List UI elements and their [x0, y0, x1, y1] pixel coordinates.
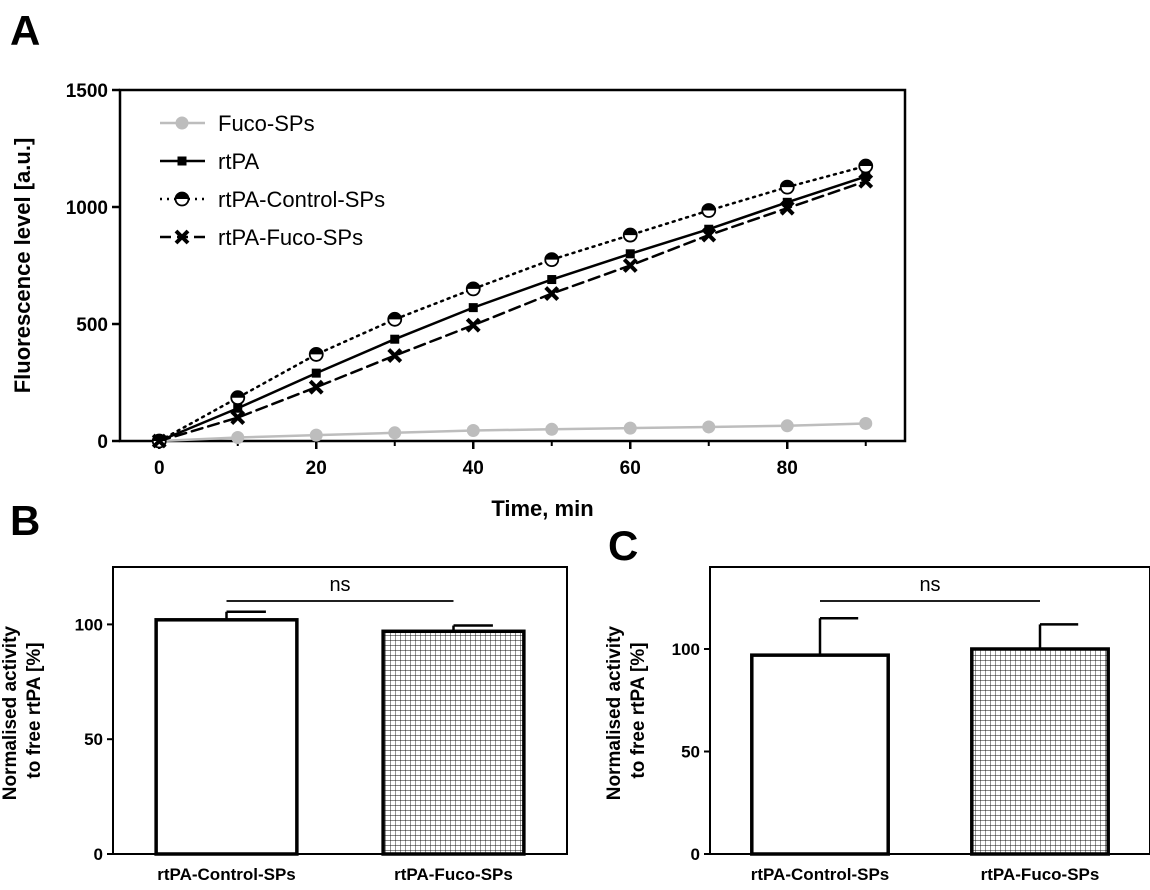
- chart-a-data-point: [230, 390, 246, 406]
- chart-a-legend-label: rtPA-Fuco-SPs: [218, 225, 363, 250]
- chart-a-legend-label: rtPA-Control-SPs: [218, 187, 385, 212]
- chart-a-data-point: [547, 275, 557, 285]
- panel-label-b: B: [10, 497, 40, 544]
- chart-a-data-point: [466, 423, 480, 437]
- chart-a-data-point: [544, 286, 560, 301]
- chart-a-y-tick-label: 1000: [66, 198, 108, 219]
- chart-a-data-point: [387, 348, 403, 364]
- chart-c-y-axis-title-line-2: to free rtPA [%]: [628, 642, 649, 778]
- chart-a-series-0: [152, 416, 873, 448]
- chart-c-bar: [750, 653, 890, 856]
- chart-c-y-tick-label: 50: [681, 743, 700, 762]
- chart-a-data-point: [387, 311, 403, 327]
- chart-a-data-point: [702, 420, 716, 434]
- chart-c-y-tick-label: 0: [691, 845, 700, 864]
- chart-b-y-tick-label: 0: [94, 845, 103, 864]
- chart-a-x-tick-label: 80: [777, 458, 798, 479]
- chart-a-series-line: [158, 164, 867, 443]
- chart-a-data-point: [388, 426, 402, 440]
- chart-a-data-point: [625, 249, 635, 259]
- chart-a-data-point: [311, 368, 321, 378]
- chart-a-y-tick-label: 0: [97, 432, 108, 453]
- chart-a-data-point: [704, 224, 714, 234]
- chart-b-bar: [381, 629, 526, 856]
- chart-a-legend-label: rtPA: [218, 149, 259, 174]
- chart-a-x-tick-label: 40: [463, 458, 484, 479]
- chart-a-data-point: [465, 281, 481, 297]
- chart-a-data-point: [782, 197, 792, 207]
- chart-a-data-point: [779, 179, 795, 195]
- chart-a-y-axis-title: Fluorescence level [a.u.]: [10, 138, 35, 394]
- chart-b-y-tick-label: 50: [84, 730, 103, 749]
- chart-a-legend-marker: [175, 116, 189, 130]
- chart-b-category-label: rtPA-Fuco-SPs: [394, 865, 513, 884]
- chart-a-data-point: [151, 433, 167, 449]
- chart-a-data-point: [623, 421, 637, 435]
- chart-b-y-axis-title-line-1: Normalised activity: [0, 626, 21, 801]
- panel-label-a: A: [10, 7, 40, 54]
- chart-c-category-label: rtPA-Fuco-SPs: [981, 865, 1100, 884]
- chart-c-significance-label: ns: [919, 574, 940, 596]
- chart-b-y-tick-label: 100: [75, 615, 103, 634]
- chart-a-x-tick-label: 20: [306, 458, 327, 479]
- chart-a-data-point: [233, 403, 243, 413]
- panel-label-c: C: [608, 522, 638, 569]
- chart-a-x-tick-label: 0: [154, 458, 165, 479]
- chart-a-data-point: [858, 173, 874, 189]
- chart-c-y-tick-label: 100: [672, 640, 700, 659]
- chart-a-data-point: [858, 158, 874, 174]
- chart-a-data-point: [308, 347, 324, 362]
- chart-b-category-label: rtPA-Control-SPs: [157, 865, 296, 884]
- chart-a-data-point: [545, 422, 559, 436]
- chart-a-x-axis-title: Time, min: [491, 496, 593, 521]
- chart-b: Normalised activity to free rtPA [%] ns …: [0, 566, 568, 884]
- chart-a-series-line: [158, 175, 867, 443]
- chart-a-series-3: [151, 173, 874, 449]
- chart-a-data-point: [390, 334, 400, 344]
- chart-a-data-point: [701, 227, 717, 243]
- chart-a-y-tick-label: 1500: [66, 81, 108, 102]
- chart-a-data-point: [622, 258, 638, 273]
- chart-a-legend-label: Fuco-SPs: [218, 111, 315, 136]
- chart-a-data-point: [309, 428, 323, 442]
- chart-a-data-point: [231, 430, 245, 444]
- chart-a-legend-marker: [174, 191, 190, 207]
- chart-a-data-point: [861, 172, 871, 182]
- chart-c-y-axis-title: Normalised activity to free rtPA [%]: [604, 621, 649, 801]
- chart-a-legend-marker: [177, 156, 187, 166]
- chart-b-y-axis-title: Normalised activity to free rtPA [%]: [0, 621, 45, 801]
- chart-c: Normalised activity to free rtPA [%] ns …: [604, 566, 1150, 884]
- chart-c-category-label: rtPA-Control-SPs: [751, 865, 890, 884]
- chart-a-data-point: [859, 416, 873, 430]
- chart-a-series-line: [158, 422, 867, 443]
- chart-a-data-point: [465, 317, 481, 333]
- chart-a: Time, min Fluorescence level [a.u.] 0 500…: [10, 81, 907, 521]
- chart-b-plot-frame: [112, 566, 568, 855]
- chart-a-plot-frame: [118, 88, 907, 443]
- chart-a-data-point: [780, 419, 794, 433]
- chart-a-legend: Fuco-SPs rtPA rtPA-Control-SPs rtPA-Fuco-SP…: [160, 111, 385, 250]
- chart-a-data-point: [622, 227, 638, 243]
- chart-a-legend-marker: [174, 229, 190, 245]
- chart-a-x-tick-label: 60: [620, 458, 641, 479]
- chart-a-data-point: [701, 203, 717, 218]
- chart-c-bar: [970, 647, 1110, 856]
- chart-a-data-point: [544, 252, 560, 268]
- chart-b-y-axis-title-line-2: to free rtPA [%]: [24, 642, 45, 778]
- chart-a-series-line: [158, 180, 867, 443]
- chart-a-y-tick-label: 500: [76, 315, 108, 336]
- chart-c-y-axis-title-line-1: Normalised activity: [604, 626, 625, 801]
- chart-b-bar: [154, 618, 299, 856]
- chart-a-data-point: [230, 410, 246, 426]
- chart-c-plot-frame: [709, 566, 1150, 855]
- chart-b-significance-label: ns: [329, 574, 350, 596]
- chart-a-data-point: [468, 303, 478, 313]
- chart-a-data-point: [779, 200, 795, 216]
- chart-a-data-point: [308, 379, 324, 395]
